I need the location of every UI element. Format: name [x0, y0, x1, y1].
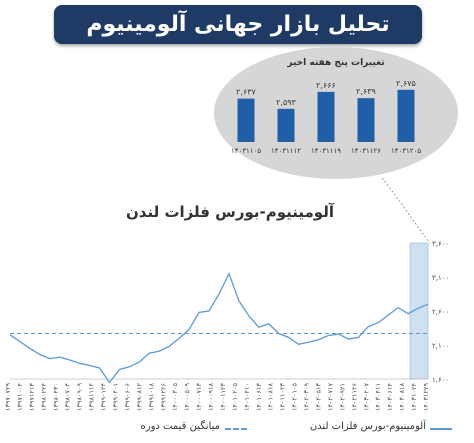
connector-line: [381, 177, 431, 244]
inset-bar: [317, 91, 335, 142]
price-series-line: [9, 271, 429, 384]
x-tick-label: ۱۳۹۸۰۲۲۴: [40, 382, 48, 410]
x-tick-label: ۱۴۰۱۰۲۰۵: [231, 382, 239, 410]
legend-swatch-price: [430, 428, 452, 430]
inset-value-label: ۲,۶۷۵: [396, 79, 416, 88]
x-tick-label: ۱۴۰۲۱۱۲۶: [350, 383, 358, 411]
y-tick-label: ۳,۱۰۰: [432, 274, 449, 282]
main-chart-title: آلومینیوم-بورس فلزات لندن: [126, 203, 334, 221]
inset-bar: [397, 89, 415, 142]
y-tick-label: ۳,۶۰۰: [432, 240, 449, 248]
legend-label-average: میانگین قیمت دوره: [140, 421, 220, 432]
x-tick-label: ۱۳۹۹۱۰۱۸: [147, 382, 155, 410]
x-tick-label: ۱۴۰۳۰۸۱۸: [398, 382, 406, 410]
x-tick-label: ۱۴۰۳۰۲۰۷: [362, 382, 370, 410]
title-banner: تحلیل بازار جهانی آلومینیوم: [54, 5, 422, 44]
x-tick-label: ۱۴۰۱۱۰۲۳: [279, 382, 287, 410]
inset-background: [214, 47, 458, 179]
x-tick-label: ۱۳۹۸۰۹۰۹: [76, 382, 84, 410]
x-tick-label: ۱۳۹۹۰۱۲۴: [100, 382, 108, 410]
x-tick-label: ۱۳۹۷۱۰۰۴: [16, 382, 24, 410]
legend-swatch-average: [225, 428, 247, 430]
inset-value-label: ۲,۶۳۷: [236, 88, 256, 97]
inset-chart-title: تغییرات پنج هفته اخیر: [287, 58, 385, 68]
x-tick-label: ۱۴۰۲۰۷۱۷: [326, 382, 334, 410]
inset-value-label: ۲,۶۳۹: [356, 87, 376, 96]
x-tick-label: ۱۴۰۱۰۸۱۸: [267, 382, 275, 410]
inset-category-label: ۱۴۰۳۱۱۱۹: [311, 147, 341, 155]
x-tick-label: ۱۳۹۸۰۴۳۰: [52, 383, 60, 411]
y-tick-label: ۲,۶۰۰: [432, 308, 449, 316]
x-tick-label: ۱۳۹۸۰۷۰۴: [64, 382, 72, 410]
legend-label-price: آلومینیوم-بورس فلزات لندن: [309, 421, 426, 432]
inset-category-label: ۱۴۰۳۱۱۲۶: [351, 147, 381, 155]
inset-value-label: ۲,۶۶۶: [316, 81, 336, 90]
y-tick-label: ۲,۱۰۰: [432, 342, 449, 350]
inset-category-label: ۱۴۰۳۱۲۰۵: [391, 147, 421, 155]
x-tick-label: ۱۴۰۰۰۷۱۳: [195, 382, 203, 410]
x-tick-label: ۱۳۹۹۰۶۰۶: [123, 383, 131, 411]
inset-category-label: ۱۴۰۳۱۱۱۲: [271, 147, 301, 155]
inset-bar: [277, 108, 295, 142]
x-tick-label: ۱۳۹۹۰۴۰۱: [111, 383, 119, 411]
x-tick-label: ۱۴۰۰۱۱۲۳: [219, 382, 227, 410]
inset-bar-chart: ۲,۶۳۷ ۱۴۰۳۱۱۰۵ ۲,۵۹۳ ۱۴۰۳۱۱۱۲ ۲,۶۶۶ ۱۴۰۳۱۱۱۹ ۲…: [231, 79, 421, 155]
x-tick-label: ۱۴۰۱۰۶۱۳: [255, 382, 263, 410]
x-tick-label: ۱۳۹۸۱۱۱۴: [88, 382, 96, 410]
x-tick-label: ۱۴۰۲۰۹۲۱: [338, 383, 346, 411]
inset-value-label: ۲,۵۹۳: [276, 98, 296, 107]
page-title: تحلیل بازار جهانی آلومینیوم: [86, 12, 390, 37]
inset-bar: [357, 98, 375, 142]
x-tick-label: ۱۳۹۹۱۲۲۶: [159, 383, 167, 411]
x-tick-label: ۱۴۰۲۰۳۰۹: [303, 382, 311, 410]
inset-bar: [237, 98, 255, 142]
x-tick-label: ۱۴۰۰۰۵۰۹: [183, 382, 191, 410]
x-tick-label: ۱۴۰۳۱۲۲۹: [422, 382, 430, 410]
x-tick-label: ۱۴۰۰۰۹۱۸: [207, 382, 215, 410]
x-tick-label: ۱۴۰۳۰۴۱۱: [374, 383, 382, 411]
x-tick-label: ۱۴۰۲۰۱۰۵: [291, 382, 299, 410]
x-tick-label: ۱۳۹۷۰۷۲۹: [4, 382, 12, 410]
inset-category-label: ۱۴۰۳۱۱۰۵: [231, 147, 261, 155]
x-tick-label: ۱۴۰۰۰۳۰۵: [171, 382, 179, 410]
x-tick-label: ۱۳۹۷۱۲۱۳: [28, 382, 36, 410]
y-tick-label: ۱,۶۰۰: [432, 376, 449, 384]
x-tick-label: ۱۴۰۳۰۶۱۴: [386, 382, 394, 410]
x-tick-label: ۱۴۰۲۰۵۱۳: [315, 382, 323, 410]
x-tick-label: ۱۴۰۳۱۰۲۴: [410, 382, 418, 410]
x-tick-label: ۱۴۰۱۰۴۱۰: [243, 383, 251, 411]
x-tick-label: ۱۳۹۹۰۸۱۲: [135, 382, 143, 410]
